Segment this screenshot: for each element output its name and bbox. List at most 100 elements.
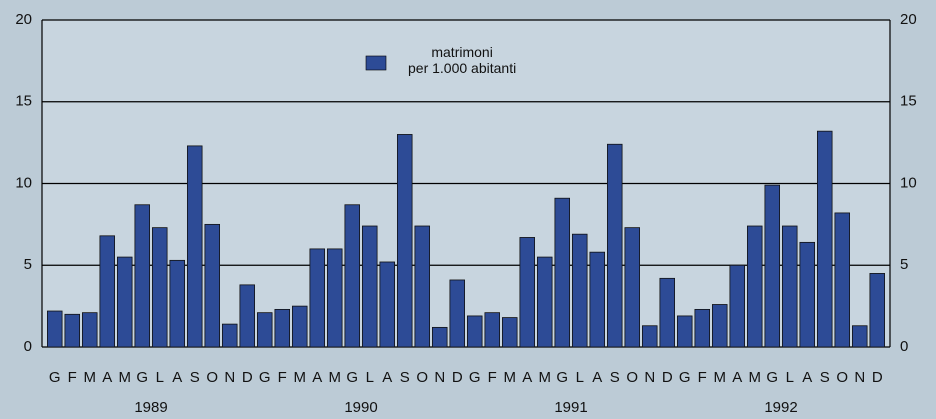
x-tick-label: A bbox=[312, 369, 322, 386]
bar bbox=[414, 225, 430, 348]
x-tick-label: M bbox=[749, 369, 762, 386]
bar bbox=[519, 237, 536, 348]
year-label: 1990 bbox=[344, 399, 377, 416]
x-tick-label: N bbox=[854, 369, 865, 386]
bar bbox=[449, 279, 465, 348]
bar bbox=[256, 312, 273, 348]
x-tick-label: N bbox=[644, 369, 655, 386]
x-tick-label: G bbox=[679, 369, 691, 386]
bar bbox=[47, 310, 63, 348]
x-tick-label: A bbox=[102, 369, 112, 386]
y-tick-label: 10 bbox=[15, 174, 32, 191]
x-tick-label: F bbox=[278, 369, 287, 386]
bar bbox=[554, 197, 571, 348]
y2-tick-label: 10 bbox=[900, 174, 917, 191]
x-tick-label: O bbox=[836, 369, 848, 386]
x-tick-label: L bbox=[156, 369, 164, 386]
bar bbox=[326, 248, 343, 348]
x-tick-label: N bbox=[224, 369, 235, 386]
bar bbox=[379, 261, 395, 348]
y2-tick-label: 20 bbox=[900, 11, 917, 28]
y-tick-label: 0 bbox=[24, 338, 32, 355]
bar bbox=[572, 233, 588, 348]
bar bbox=[396, 134, 413, 348]
bar bbox=[607, 143, 623, 348]
x-tick-label: S bbox=[400, 369, 410, 386]
x-tick-label: A bbox=[802, 369, 812, 386]
y2-tick-label: 0 bbox=[900, 338, 908, 355]
x-tick-label: G bbox=[49, 369, 61, 386]
x-tick-label: G bbox=[346, 369, 358, 386]
bar bbox=[466, 315, 483, 348]
bar bbox=[589, 251, 606, 348]
bar bbox=[134, 204, 150, 348]
bar bbox=[869, 273, 886, 348]
x-tick-label: M bbox=[84, 369, 97, 386]
bar bbox=[729, 264, 746, 348]
x-tick-label: G bbox=[766, 369, 778, 386]
bar bbox=[64, 313, 81, 348]
bar bbox=[117, 256, 133, 348]
legend-swatch bbox=[365, 55, 387, 71]
x-tick-label: F bbox=[698, 369, 707, 386]
year-label: 1989 bbox=[134, 399, 167, 416]
x-tick-label: S bbox=[610, 369, 620, 386]
bar bbox=[747, 225, 763, 348]
bar bbox=[82, 312, 98, 348]
bar bbox=[677, 315, 693, 348]
bar bbox=[764, 184, 781, 348]
year-label: 1992 bbox=[764, 399, 797, 416]
x-tick-label: O bbox=[416, 369, 428, 386]
x-tick-label: L bbox=[366, 369, 374, 386]
bar bbox=[712, 304, 728, 348]
bar bbox=[431, 326, 448, 348]
x-tick-label: M bbox=[539, 369, 552, 386]
bar bbox=[151, 227, 168, 348]
x-tick-label: G bbox=[469, 369, 481, 386]
bar bbox=[624, 227, 641, 348]
x-tick-label: S bbox=[820, 369, 830, 386]
bar bbox=[309, 248, 325, 348]
bar bbox=[501, 317, 518, 348]
x-tick-label: D bbox=[242, 369, 253, 386]
y-tick-label: 5 bbox=[24, 256, 32, 273]
x-tick-label: M bbox=[294, 369, 307, 386]
bar bbox=[204, 223, 220, 348]
bar bbox=[834, 212, 851, 348]
x-tick-label: A bbox=[592, 369, 602, 386]
bar bbox=[344, 204, 360, 348]
bar bbox=[782, 225, 798, 348]
x-tick-label: D bbox=[872, 369, 883, 386]
x-tick-label: M bbox=[329, 369, 342, 386]
x-tick-label: A bbox=[382, 369, 392, 386]
legend-label: matrimoni per 1.000 abitanti bbox=[408, 44, 517, 76]
x-tick-label: N bbox=[434, 369, 445, 386]
bar bbox=[221, 323, 238, 348]
bar bbox=[186, 145, 203, 348]
x-tick-label: G bbox=[136, 369, 148, 386]
x-tick-label: G bbox=[259, 369, 271, 386]
bar bbox=[169, 259, 185, 348]
y-tick-label: 15 bbox=[15, 93, 32, 110]
bar bbox=[817, 130, 833, 348]
x-tick-label: F bbox=[68, 369, 77, 386]
x-tick-label: D bbox=[662, 369, 673, 386]
bar bbox=[361, 225, 378, 348]
bar bbox=[694, 308, 711, 348]
x-tick-label: A bbox=[172, 369, 182, 386]
bar bbox=[537, 256, 553, 348]
x-tick-label: M bbox=[714, 369, 727, 386]
y2-tick-label: 15 bbox=[900, 93, 917, 110]
x-tick-label: M bbox=[504, 369, 517, 386]
x-tick-label: L bbox=[786, 369, 794, 386]
x-tick-label: S bbox=[190, 369, 200, 386]
bar bbox=[291, 305, 308, 348]
x-tick-label: G bbox=[556, 369, 568, 386]
x-tick-label: L bbox=[576, 369, 584, 386]
bar bbox=[99, 235, 116, 348]
x-tick-label: O bbox=[206, 369, 218, 386]
bar bbox=[852, 325, 868, 348]
x-tick-label: A bbox=[522, 369, 532, 386]
